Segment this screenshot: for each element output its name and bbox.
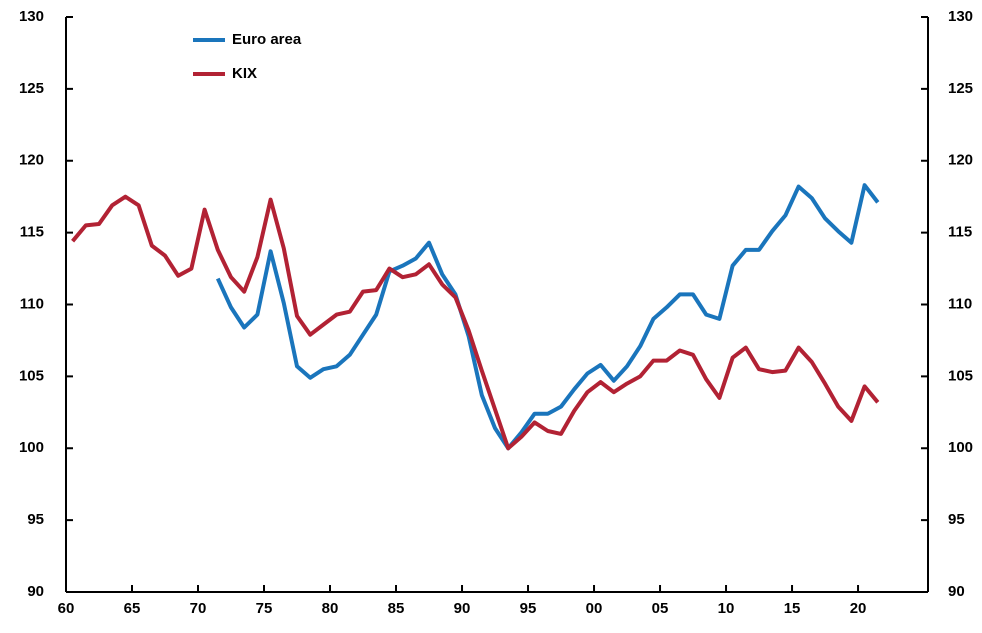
x-tick-label: 15 xyxy=(784,600,801,617)
y-tick-label: 95 xyxy=(27,511,44,528)
y2-tick-label: 95 xyxy=(948,511,965,528)
x-tick-label: 05 xyxy=(652,600,669,617)
x-tick-label: 65 xyxy=(124,600,141,617)
y2-tick-label: 115 xyxy=(948,224,972,241)
x-tick-label: 80 xyxy=(322,600,339,617)
y-tick-label: 105 xyxy=(19,367,44,384)
y2-tick-label: 105 xyxy=(948,367,973,384)
x-tick-label: 00 xyxy=(586,600,603,617)
line-series xyxy=(215,183,880,451)
x-tick-label: 20 xyxy=(850,600,867,617)
x-tick-label: 90 xyxy=(454,600,471,617)
y2-tick-label: 110 xyxy=(948,295,972,312)
y2-tick-label: 125 xyxy=(948,80,973,97)
y2-tick-label: 100 xyxy=(948,439,973,456)
y-tick-label: 130 xyxy=(19,8,44,25)
y2-tick-label: 130 xyxy=(948,8,973,25)
x-tick-label: 95 xyxy=(520,600,537,617)
y2-tick-label: 90 xyxy=(948,583,965,600)
x-tick-label: 85 xyxy=(388,600,405,617)
legend-label: Euro area xyxy=(232,31,302,48)
x-tick-label: 70 xyxy=(190,600,207,617)
line-series xyxy=(71,194,880,451)
legend-label: KIX xyxy=(232,65,257,82)
y-tick-label: 120 xyxy=(19,152,44,169)
y-tick-label: 90 xyxy=(27,583,44,600)
x-tick-label: 10 xyxy=(718,600,735,617)
y2-tick-label: 120 xyxy=(948,152,973,169)
y-tick-label: 100 xyxy=(19,439,44,456)
y-tick-label: 110 xyxy=(20,295,44,312)
y-tick-label: 125 xyxy=(19,80,44,97)
x-tick-label: 60 xyxy=(58,600,75,617)
y-tick-label: 115 xyxy=(20,224,44,241)
x-tick-label: 75 xyxy=(256,600,273,617)
